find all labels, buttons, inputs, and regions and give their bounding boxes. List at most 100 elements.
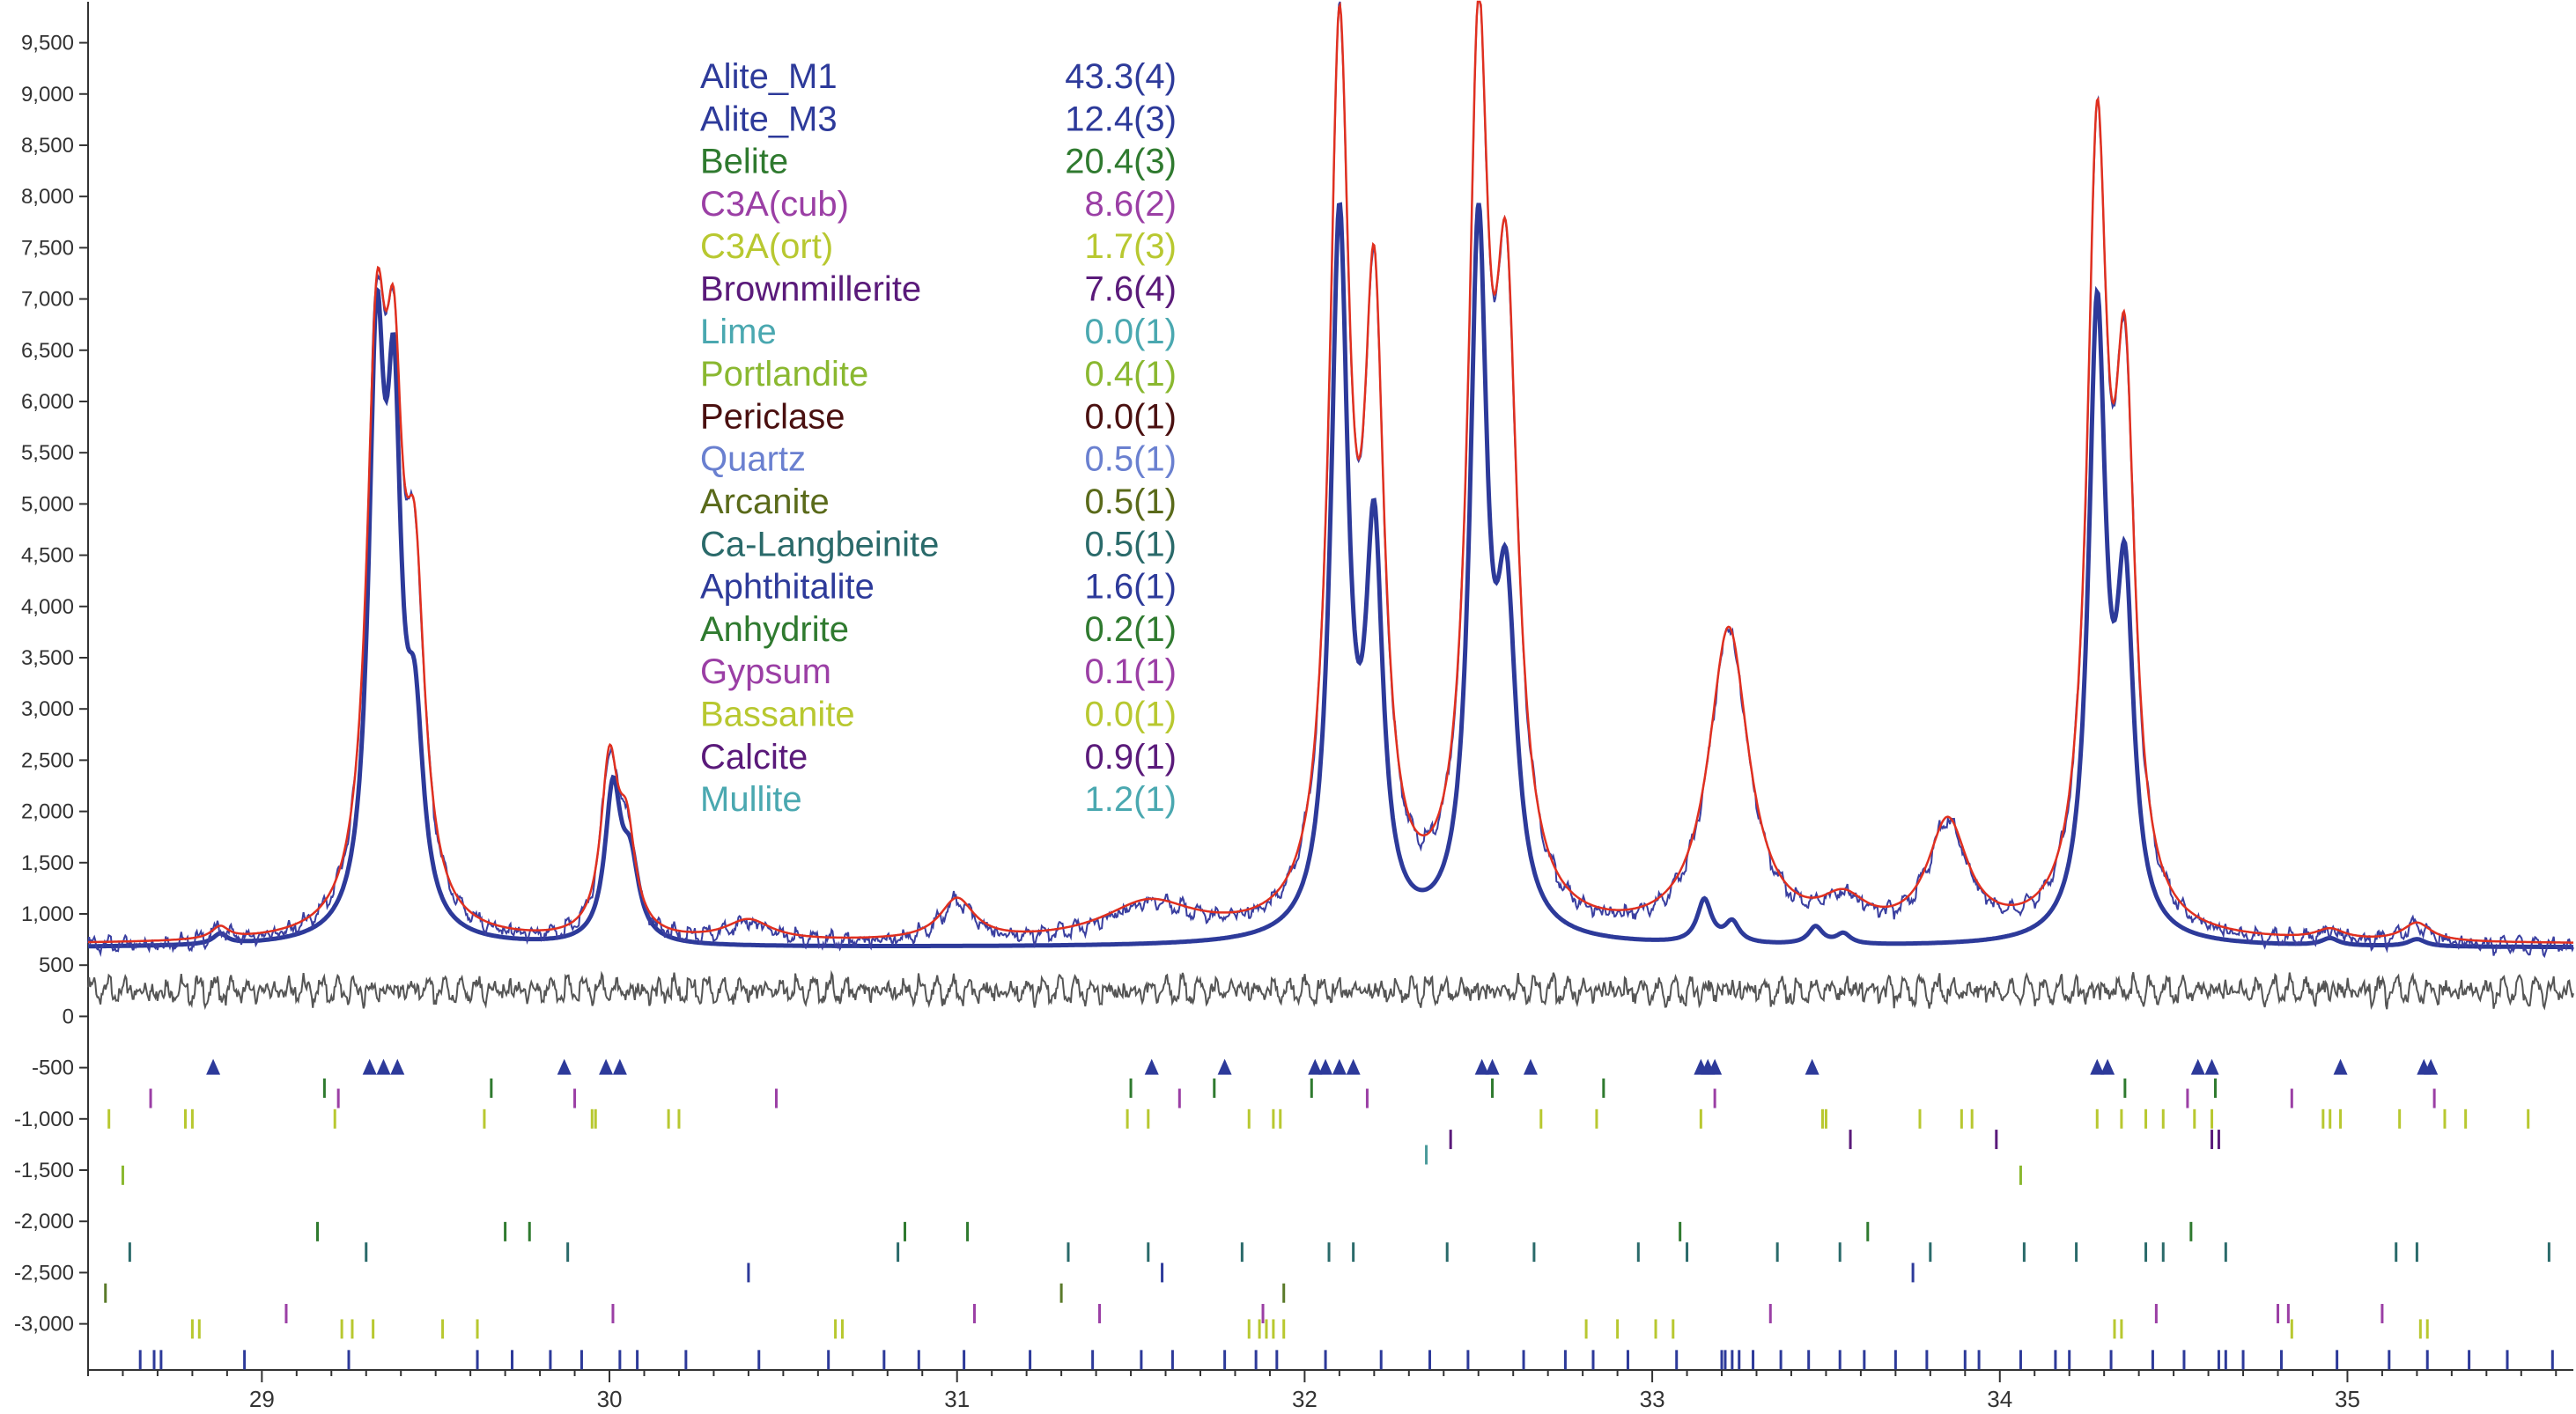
x-tick-label: 29	[249, 1386, 275, 1412]
legend-phase-value: 1.2(1)	[1085, 780, 1177, 819]
legend-item: Portlandite 0.4(1)	[700, 355, 1177, 394]
legend-phase-name: Brownmillerite	[700, 270, 921, 309]
y-tick-label: 8,500	[21, 134, 74, 158]
y-tick-label: 2,000	[21, 800, 74, 824]
y-tick-label: 1,500	[21, 851, 74, 875]
phase-marker-triangle	[1708, 1058, 1723, 1075]
phase-marker-triangle	[2100, 1058, 2115, 1075]
legend-phase-value: 1.6(1)	[1085, 568, 1177, 607]
axis-layer: 9,500 9,000 8,500 8,000 7,500 7,000 6,500 6,000…	[14, 2, 2573, 1412]
x-tick-label: 31	[944, 1386, 970, 1412]
legend-phase-name: Gypsum	[700, 652, 831, 691]
y-tick-label: 7,000	[21, 288, 74, 312]
legend-phase-name: Bassanite	[700, 696, 855, 734]
legend-item: C3A(cub) 8.6(2)	[700, 185, 1177, 224]
legend-phase-value: 0.9(1)	[1085, 738, 1177, 777]
phase-marker-triangle	[2333, 1058, 2348, 1075]
phase-marker-triangle	[2090, 1058, 2105, 1075]
legend-phase-value: 1.7(3)	[1085, 227, 1177, 266]
phase-marker-triangle	[557, 1058, 572, 1075]
legend-phase-value: 0.0(1)	[1085, 397, 1177, 436]
x-tick-label: 32	[1292, 1386, 1318, 1412]
y-tick-label: 4,500	[21, 544, 74, 568]
x-tick-label: 34	[1987, 1386, 2012, 1412]
legend-item: Alite_M1 43.3(4)	[700, 57, 1177, 96]
legend: Alite_M1 43.3(4) Alite_M3 12.4(3) Belite 20.4…	[700, 57, 1177, 819]
phase-marker-triangle	[1332, 1058, 1347, 1075]
legend-item: Belite 20.4(3)	[700, 143, 1177, 181]
legend-phase-value: 7.6(4)	[1085, 270, 1177, 309]
legend-phase-name: C3A(cub)	[700, 185, 849, 224]
legend-item: Anhydrite 0.2(1)	[700, 610, 1177, 649]
legend-item: Ca-Langbeinite 0.5(1)	[700, 525, 1177, 563]
legend-phase-name: Mullite	[700, 780, 802, 819]
phase-marker-layer	[104, 1058, 2554, 1370]
phase-marker-triangle	[2204, 1058, 2219, 1075]
phase-marker-triangle	[612, 1058, 627, 1075]
y-tick-label: 7,500	[21, 236, 74, 260]
legend-item: Periclase 0.0(1)	[700, 397, 1177, 436]
x-tick-label: 33	[1640, 1386, 1665, 1412]
legend-phase-value: 8.6(2)	[1085, 185, 1177, 224]
y-tick-label: 9,000	[21, 83, 74, 107]
y-tick-label: 500	[39, 954, 74, 977]
legend-phase-name: Ca-Langbeinite	[700, 525, 939, 563]
y-tick-label: 3,500	[21, 646, 74, 670]
phase-marker-triangle	[1217, 1058, 1232, 1075]
y-tick-label: 6,500	[21, 339, 74, 363]
legend-phase-name: Lime	[700, 313, 777, 351]
legend-item: Mullite 1.2(1)	[700, 780, 1177, 819]
phase-marker-triangle	[2190, 1058, 2205, 1075]
phase-marker-triangle	[1318, 1058, 1333, 1075]
legend-item: Lime 0.0(1)	[700, 313, 1177, 351]
legend-phase-name: Quartz	[700, 440, 806, 479]
y-tick-label: 5,000	[21, 492, 74, 516]
legend-item: C3A(ort) 1.7(3)	[700, 227, 1177, 266]
legend-item: Alite_M3 12.4(3)	[700, 99, 1177, 138]
y-tick-label: 5,500	[21, 441, 74, 465]
phase-marker-triangle	[1523, 1058, 1538, 1075]
phase-marker-triangle	[1308, 1058, 1323, 1075]
legend-phase-value: 12.4(3)	[1065, 99, 1177, 138]
phase-marker-triangle	[1805, 1058, 1819, 1075]
legend-item: Bassanite 0.0(1)	[700, 696, 1177, 734]
phase-marker-triangle	[1346, 1058, 1361, 1075]
difference-curve	[87, 969, 2574, 1011]
y-tick-label: -1,000	[14, 1108, 74, 1131]
phase-marker-triangle	[2424, 1058, 2439, 1075]
legend-phase-value: 0.0(1)	[1085, 696, 1177, 734]
legend-phase-name: Periclase	[700, 397, 845, 436]
legend-phase-name: Aphthitalite	[700, 568, 875, 607]
x-tick-label: 35	[2335, 1386, 2360, 1412]
curve-layer	[87, 0, 2574, 1011]
main-phase-curve	[87, 202, 2573, 950]
x-tick-label: 30	[597, 1386, 623, 1412]
legend-phase-value: 0.2(1)	[1085, 610, 1177, 649]
phase-marker-triangle	[1474, 1058, 1489, 1075]
legend-item: Gypsum 0.1(1)	[700, 652, 1177, 691]
legend-phase-name: Belite	[700, 143, 788, 181]
phase-marker-triangle	[376, 1058, 391, 1075]
legend-phase-name: Arcanite	[700, 482, 830, 521]
legend-phase-name: Calcite	[700, 738, 808, 777]
y-tick-label: -3,000	[14, 1313, 74, 1337]
phase-marker-triangle	[362, 1058, 377, 1075]
legend-phase-name: Portlandite	[700, 355, 868, 394]
legend-phase-name: Alite_M1	[700, 57, 838, 96]
legend-item: Brownmillerite 7.6(4)	[700, 270, 1177, 309]
y-tick-label: -2,500	[14, 1261, 74, 1285]
y-tick-label: 3,000	[21, 697, 74, 721]
legend-item: Calcite 0.9(1)	[700, 738, 1177, 777]
phase-marker-triangle	[1144, 1058, 1159, 1075]
legend-phase-value: 0.5(1)	[1085, 482, 1177, 521]
legend-phase-value: 20.4(3)	[1065, 143, 1177, 181]
legend-phase-name: Anhydrite	[700, 610, 849, 649]
phase-marker-triangle	[206, 1058, 221, 1075]
legend-phase-value: 0.0(1)	[1085, 313, 1177, 351]
legend-item: Quartz 0.5(1)	[700, 440, 1177, 479]
y-tick-label: -1,500	[14, 1159, 74, 1182]
y-tick-label: 9,500	[21, 32, 74, 55]
legend-phase-value: 43.3(4)	[1065, 57, 1177, 96]
y-tick-label: 2,500	[21, 748, 74, 772]
y-tick-label: -2,000	[14, 1210, 74, 1234]
